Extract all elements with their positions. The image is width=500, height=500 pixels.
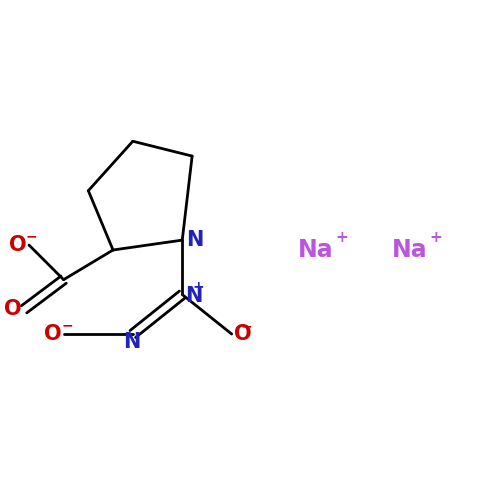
Text: N: N xyxy=(123,332,140,352)
Text: −: − xyxy=(26,229,38,243)
Text: +: + xyxy=(335,230,348,244)
Text: N: N xyxy=(184,286,202,306)
Text: Na: Na xyxy=(298,238,334,262)
Text: +: + xyxy=(429,230,442,244)
Text: O: O xyxy=(4,300,21,320)
Text: +: + xyxy=(192,280,204,293)
Text: −: − xyxy=(62,318,74,332)
Text: O: O xyxy=(9,235,26,255)
Text: O: O xyxy=(234,324,252,344)
Text: N: N xyxy=(186,230,204,250)
Text: −: − xyxy=(240,319,252,333)
Text: Na: Na xyxy=(392,238,428,262)
Text: O: O xyxy=(44,324,61,344)
